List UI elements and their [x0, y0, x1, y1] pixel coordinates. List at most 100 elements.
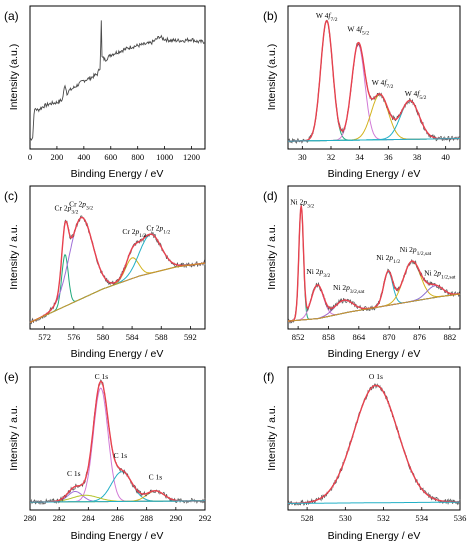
- peak-annotation: Ni 2p3/2: [290, 197, 314, 209]
- x-tick-label: 882: [444, 332, 457, 342]
- peak-annotation: Ni 2p3/2,sat: [333, 283, 365, 295]
- peak-annotation: W 4f7/2: [316, 11, 338, 23]
- x-tick-label: 534: [415, 513, 429, 523]
- fit-component-peak: [29, 216, 206, 323]
- plot-marks: [29, 20, 206, 141]
- plot-frame: [287, 185, 461, 330]
- x-tick-label: 572: [38, 332, 51, 342]
- plot-frame: [29, 366, 206, 511]
- panel-a: (a) 0 200 400 600 800 1000 1200 Binding Energy…: [4, 5, 206, 180]
- x-axis-label: Binding Energy / eV: [328, 168, 421, 180]
- plot-marks: C 1s C 1s C 1s C 1s: [29, 372, 206, 505]
- peak-annotation: C 1s: [95, 372, 109, 381]
- x-tick-label: 290: [169, 513, 182, 523]
- fit-envelope-line: [29, 216, 206, 324]
- x-tick-label: 40: [441, 152, 450, 162]
- peak-annotation: Ni 2p1/2: [376, 253, 400, 265]
- x-tick-label: 800: [131, 152, 144, 162]
- panel-d: (d) 852 858 864 870 876 882 Ni 2p3/2Ni 2p3/2N…: [263, 185, 461, 360]
- panel-c: (c) 572 576 580 584 588 592 Cr 2p3/2Cr 2p3/2 C…: [4, 185, 206, 360]
- survey-spectrum-line: [29, 20, 206, 141]
- x-tick-label: 584: [126, 332, 140, 342]
- x-tick-label: 532: [377, 513, 390, 523]
- plot-marks: Cr 2p3/2Cr 2p3/2 Cr 2p1/2Cr 2p1/2: [29, 200, 206, 325]
- x-tick-label: 1200: [183, 152, 200, 162]
- background-line: [288, 138, 460, 142]
- panel-f: (f) 528 530 532 534 536 O 1s Binding Energy …: [263, 366, 466, 542]
- x-axis-label: Binding Energy / eV: [328, 348, 421, 360]
- raw-data-line: [287, 204, 461, 324]
- x-tick-label: 0: [28, 152, 32, 162]
- x-ticks: 852 858 864 870 876 882: [292, 326, 457, 342]
- x-ticks: 528 530 532 534 536: [301, 507, 466, 523]
- background-line: [30, 500, 205, 503]
- x-tick-label: 864: [352, 332, 366, 342]
- peak-annotation: O 1s: [369, 372, 383, 381]
- background-line: [288, 501, 460, 504]
- x-axis-label: Binding Energy / eV: [328, 530, 421, 542]
- panel-b: (b) 30 32 34 36 38 40 W 4f7/2W 4f5/2W 4f7/2W …: [263, 5, 461, 180]
- x-tick-label: 282: [53, 513, 66, 523]
- x-tick-label: 38: [413, 152, 422, 162]
- fit-envelope-line: [288, 20, 461, 142]
- x-axis-label: Binding Energy / eV: [71, 530, 164, 542]
- peak-annotation: Cr 2p3/2: [69, 200, 93, 212]
- panel-label: (f): [263, 370, 274, 384]
- x-tick-label: 530: [339, 513, 352, 523]
- x-tick-label: 36: [384, 152, 393, 162]
- x-tick-label: 870: [383, 332, 396, 342]
- x-tick-label: 30: [298, 152, 307, 162]
- fit-component-peak: [30, 387, 205, 503]
- x-tick-label: 280: [24, 513, 37, 523]
- panel-label: (c): [4, 189, 18, 203]
- x-tick-label: 400: [77, 152, 90, 162]
- peak-annotation: Ni 2p3/2: [306, 267, 330, 279]
- x-axis-label: Binding Energy / eV: [71, 348, 164, 360]
- y-axis-label: Intensity (a.u.): [8, 44, 20, 111]
- x-tick-label: 1000: [156, 152, 173, 162]
- plot-frame: [287, 5, 461, 150]
- plot-frame: [29, 185, 206, 330]
- peak-annotation: Cr 2p3/2: [55, 204, 79, 216]
- peak-annotation: W 4f7/2: [372, 78, 394, 90]
- x-ticks: 572 576 580 584 588 592: [38, 326, 197, 342]
- x-tick-label: 852: [292, 332, 305, 342]
- x-tick-label: 576: [67, 332, 80, 342]
- y-axis-label: Intensity / a.u.: [8, 224, 20, 289]
- peak-annotation: Ni 2p1/2,sat: [400, 245, 432, 257]
- fit-component-peak: [30, 471, 205, 503]
- y-axis-label: Intensity / a.u.: [8, 405, 20, 470]
- x-axis-label: Binding Energy / eV: [71, 168, 164, 180]
- peak-annotation: C 1s: [149, 473, 163, 482]
- peak-annotation: Ni 2p1/2,sat: [424, 269, 456, 281]
- plot-frame: [29, 5, 206, 150]
- y-axis-label: Intensity / a.u.: [266, 405, 278, 470]
- fit-envelope-line: [288, 384, 461, 505]
- plot-frame: [287, 366, 461, 511]
- peak-annotation: W 4f5/2: [405, 89, 427, 101]
- background-line: [29, 262, 206, 323]
- plot-marks: O 1s: [287, 372, 461, 506]
- plot-marks: W 4f7/2 W 4f5/2 W 4f7/2 W 4f5/2: [287, 11, 461, 145]
- x-tick-label: 580: [97, 332, 110, 342]
- x-tick-label: 200: [51, 152, 64, 162]
- x-tick-label: 858: [322, 332, 335, 342]
- x-tick-label: 876: [413, 332, 426, 342]
- panel-e: (e) 280 282 284 286 288 290 292 C 1sC 1sC 1sC …: [4, 366, 212, 542]
- x-tick-label: 528: [301, 513, 314, 523]
- panel-label: (a): [4, 9, 19, 23]
- peak-annotation: C 1s: [114, 451, 128, 460]
- x-tick-label: 292: [199, 513, 212, 523]
- peak-annotation: Cr 2p1/2: [122, 227, 146, 239]
- x-tick-label: 592: [184, 332, 197, 342]
- panel-label: (d): [263, 189, 278, 203]
- x-tick-label: 286: [111, 513, 124, 523]
- x-ticks: 0 200 400 600 800 1000 1200: [28, 146, 200, 162]
- raw-data-line: [287, 383, 461, 506]
- x-ticks: 280 282 284 286 288 290 292: [24, 507, 212, 523]
- x-tick-label: 588: [155, 332, 168, 342]
- fit-envelope-line: [288, 205, 460, 322]
- raw-data-line: [29, 379, 206, 505]
- y-axis-label: Intensity / a.u.: [266, 224, 278, 289]
- panel-label: (b): [263, 9, 278, 23]
